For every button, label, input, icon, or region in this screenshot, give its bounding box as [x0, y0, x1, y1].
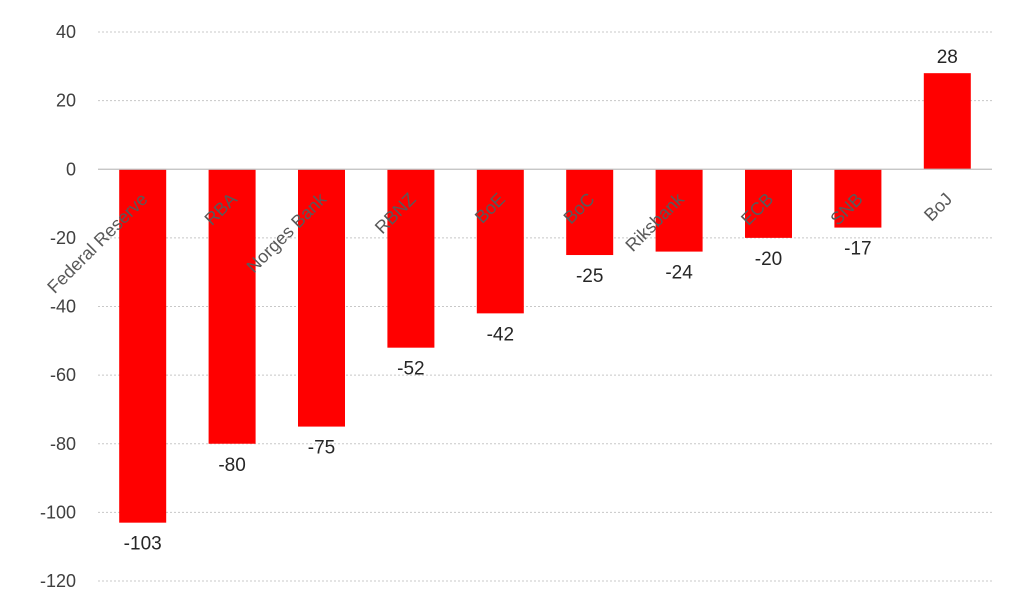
data-label: -24: [665, 263, 693, 284]
data-label: -20: [755, 249, 782, 270]
bar: [834, 169, 882, 228]
y-tick-label: -100: [40, 502, 76, 522]
bar: [566, 169, 614, 256]
y-tick-label: -60: [50, 365, 76, 385]
bar: [476, 169, 524, 314]
data-label: -80: [218, 455, 245, 476]
bar: [745, 169, 792, 238]
y-tick-label: -80: [50, 434, 76, 454]
bar: [655, 169, 703, 252]
bars: [119, 73, 971, 523]
data-label: 28: [937, 47, 958, 68]
bar: [119, 169, 167, 523]
data-labels: -103 -80 -75 -52 -42 -25 -24 -20 -17 28: [124, 47, 958, 554]
bar: [923, 73, 971, 170]
data-label: -52: [397, 359, 424, 380]
data-label: -103: [124, 534, 162, 555]
y-tick-label: 40: [56, 22, 76, 42]
y-axis-tick-labels: 40 20 0 -20 -40 -60 -80 -100 -120: [40, 22, 76, 591]
data-label: -42: [487, 324, 514, 345]
data-label: -25: [576, 266, 603, 287]
data-label: -75: [308, 438, 335, 459]
bar: [298, 169, 345, 427]
data-label: -17: [844, 239, 871, 260]
y-tick-label: 20: [56, 91, 76, 111]
y-tick-label: -40: [50, 297, 76, 317]
bar: [208, 169, 256, 444]
category-label: BoJ: [920, 189, 956, 225]
y-tick-label: 0: [66, 159, 76, 179]
y-tick-label: -20: [50, 228, 76, 248]
bar: [387, 169, 435, 348]
y-tick-label: -120: [40, 571, 76, 591]
